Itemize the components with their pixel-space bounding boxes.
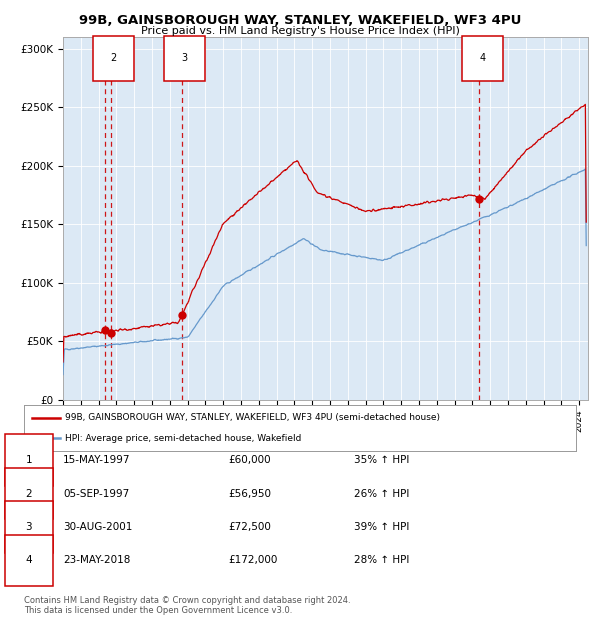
Text: 3: 3 [25, 522, 32, 532]
Text: 23-MAY-2018: 23-MAY-2018 [63, 556, 130, 565]
Text: £60,000: £60,000 [228, 455, 271, 465]
Text: 4: 4 [25, 556, 32, 565]
Text: 05-SEP-1997: 05-SEP-1997 [63, 489, 129, 498]
Text: Contains HM Land Registry data © Crown copyright and database right 2024.
This d: Contains HM Land Registry data © Crown c… [24, 596, 350, 615]
Text: 2: 2 [110, 53, 117, 63]
Text: £72,500: £72,500 [228, 522, 271, 532]
Text: Price paid vs. HM Land Registry's House Price Index (HPI): Price paid vs. HM Land Registry's House … [140, 26, 460, 36]
Text: 99B, GAINSBOROUGH WAY, STANLEY, WAKEFIELD, WF3 4PU (semi-detached house): 99B, GAINSBOROUGH WAY, STANLEY, WAKEFIEL… [65, 414, 440, 422]
Text: 2: 2 [25, 489, 32, 498]
Text: £172,000: £172,000 [228, 556, 277, 565]
Text: £56,950: £56,950 [228, 489, 271, 498]
Text: 28% ↑ HPI: 28% ↑ HPI [354, 556, 409, 565]
Text: 3: 3 [182, 53, 188, 63]
Text: 39% ↑ HPI: 39% ↑ HPI [354, 522, 409, 532]
Text: 99B, GAINSBOROUGH WAY, STANLEY, WAKEFIELD, WF3 4PU: 99B, GAINSBOROUGH WAY, STANLEY, WAKEFIEL… [79, 14, 521, 27]
Text: 15-MAY-1997: 15-MAY-1997 [63, 455, 131, 465]
Text: HPI: Average price, semi-detached house, Wakefield: HPI: Average price, semi-detached house,… [65, 434, 302, 443]
Text: 4: 4 [479, 53, 485, 63]
Text: 35% ↑ HPI: 35% ↑ HPI [354, 455, 409, 465]
Text: 30-AUG-2001: 30-AUG-2001 [63, 522, 133, 532]
Text: 26% ↑ HPI: 26% ↑ HPI [354, 489, 409, 498]
Text: 1: 1 [25, 455, 32, 465]
